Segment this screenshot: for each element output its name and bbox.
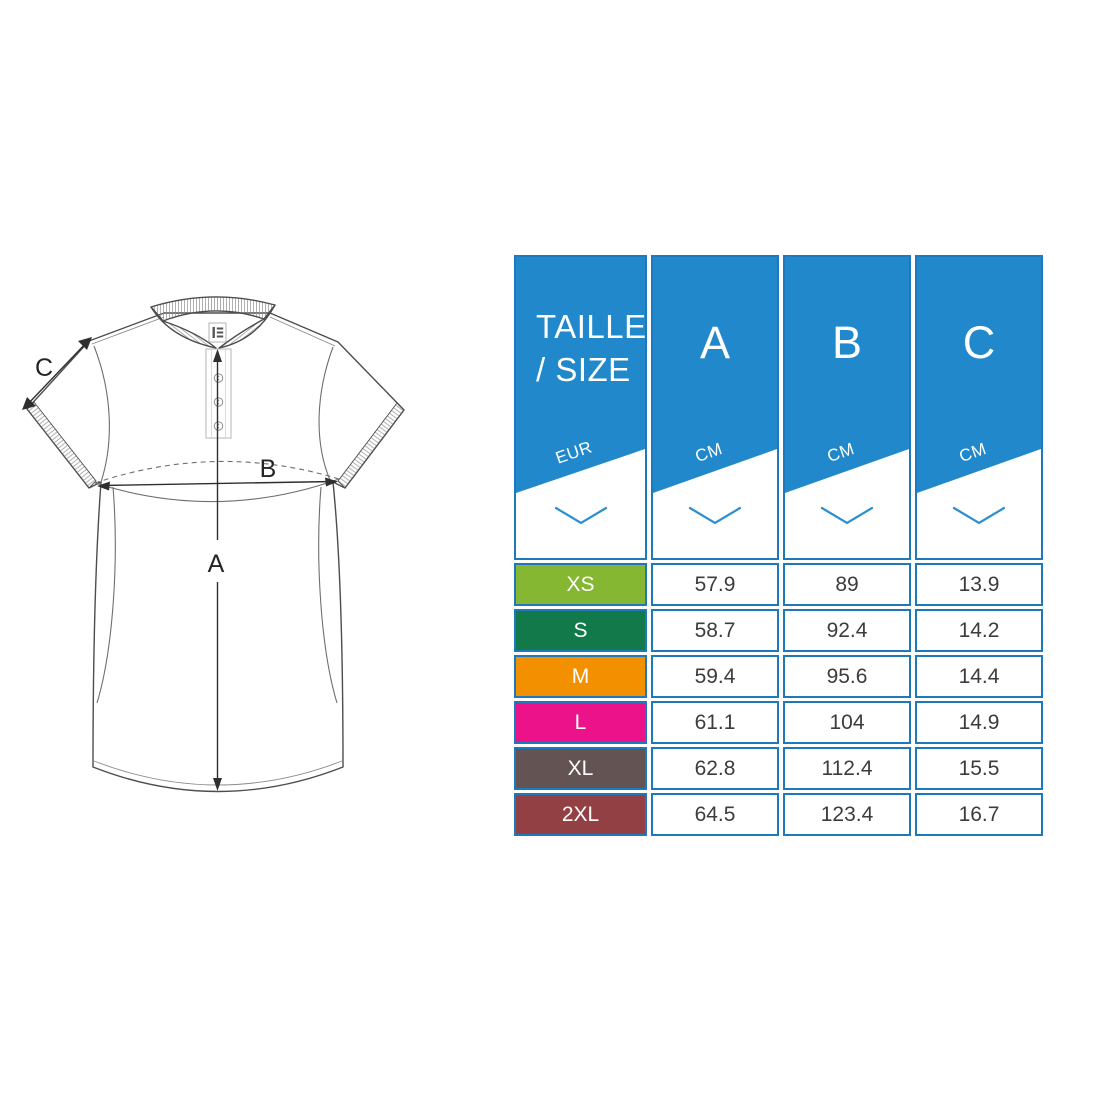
header-blue-background <box>785 257 909 493</box>
left-shoulder-seam <box>91 316 165 345</box>
measurement-a-label: A <box>208 550 225 578</box>
header-size-column: TAILLE / SIZE EUR <box>514 255 647 560</box>
size-chip-L: L <box>514 701 647 744</box>
value-2XL-B: 123.4 <box>783 793 911 836</box>
measurement-b-label: B <box>260 455 277 483</box>
column-a-letter: A <box>699 317 730 368</box>
size-column-title: TAILLE / SIZE <box>536 305 647 391</box>
placket-buttons <box>213 373 224 431</box>
column-c-letter: C <box>962 317 996 368</box>
size-chip-M: M <box>514 655 647 698</box>
collar-left-flap <box>150 306 217 349</box>
measurement-a-arrow <box>213 349 222 791</box>
polo-shirt-diagram: B A C <box>22 296 405 793</box>
value-M-B: 95.6 <box>783 655 911 698</box>
value-M-A: 59.4 <box>651 655 779 698</box>
value-XL-C: 15.5 <box>915 747 1043 790</box>
right-shoulder-seam <box>269 316 336 347</box>
header-blue-background <box>516 257 645 493</box>
shirt-body-outline <box>26 312 405 793</box>
column-b-letter: B <box>831 317 862 368</box>
size-chip-S: S <box>514 609 647 652</box>
value-L-C: 14.9 <box>915 701 1043 744</box>
value-XS-B: 89 <box>783 563 911 606</box>
right-armhole-seam <box>318 346 334 481</box>
chevron-down-icon[interactable] <box>553 505 609 527</box>
value-S-A: 58.7 <box>651 609 779 652</box>
value-XL-B: 112.4 <box>783 747 911 790</box>
size-chip-XS: XS <box>514 563 647 606</box>
value-XS-C: 13.9 <box>915 563 1043 606</box>
chest-ellipse-back-dashed <box>94 460 340 484</box>
left-side-seam <box>96 486 116 704</box>
chevron-down-icon[interactable] <box>951 505 1007 527</box>
size-chip-2XL: 2XL <box>514 793 647 836</box>
chevron-down-icon[interactable] <box>819 505 875 527</box>
size-table-header: TAILLE / SIZE EUR A CM B CM <box>514 255 1043 560</box>
value-2XL-C: 16.7 <box>915 793 1043 836</box>
size-table-body: XS 57.9 89 13.9 S 58.7 92.4 14.2 M 59.4 95.6 14.4 L 6… <box>514 563 1043 836</box>
right-side-seam <box>318 486 338 704</box>
value-S-C: 14.2 <box>915 609 1043 652</box>
value-XS-A: 57.9 <box>651 563 779 606</box>
measurement-c-arrow <box>22 337 92 410</box>
header-blue-background <box>653 257 777 493</box>
header-blue-background <box>917 257 1041 493</box>
header-column-b: B CM <box>783 255 911 560</box>
left-armhole-seam <box>93 345 110 483</box>
size-title-line2: / SIZE <box>536 351 631 388</box>
collar-right-flap <box>218 304 276 349</box>
size-table: TAILLE / SIZE EUR A CM B CM <box>514 255 1043 836</box>
right-cuff-band <box>337 402 405 489</box>
value-2XL-A: 64.5 <box>651 793 779 836</box>
value-L-A: 61.1 <box>651 701 779 744</box>
value-M-C: 14.4 <box>915 655 1043 698</box>
value-L-B: 104 <box>783 701 911 744</box>
value-XL-A: 62.8 <box>651 747 779 790</box>
collar-brand-label <box>208 322 227 343</box>
header-column-a: A CM <box>651 255 779 560</box>
header-column-c: C CM <box>915 255 1043 560</box>
value-S-B: 92.4 <box>783 609 911 652</box>
chevron-down-icon[interactable] <box>687 505 743 527</box>
measurement-c-label: C <box>35 354 53 382</box>
size-chip-XL: XL <box>514 747 647 790</box>
size-title-line1: TAILLE <box>536 308 647 345</box>
